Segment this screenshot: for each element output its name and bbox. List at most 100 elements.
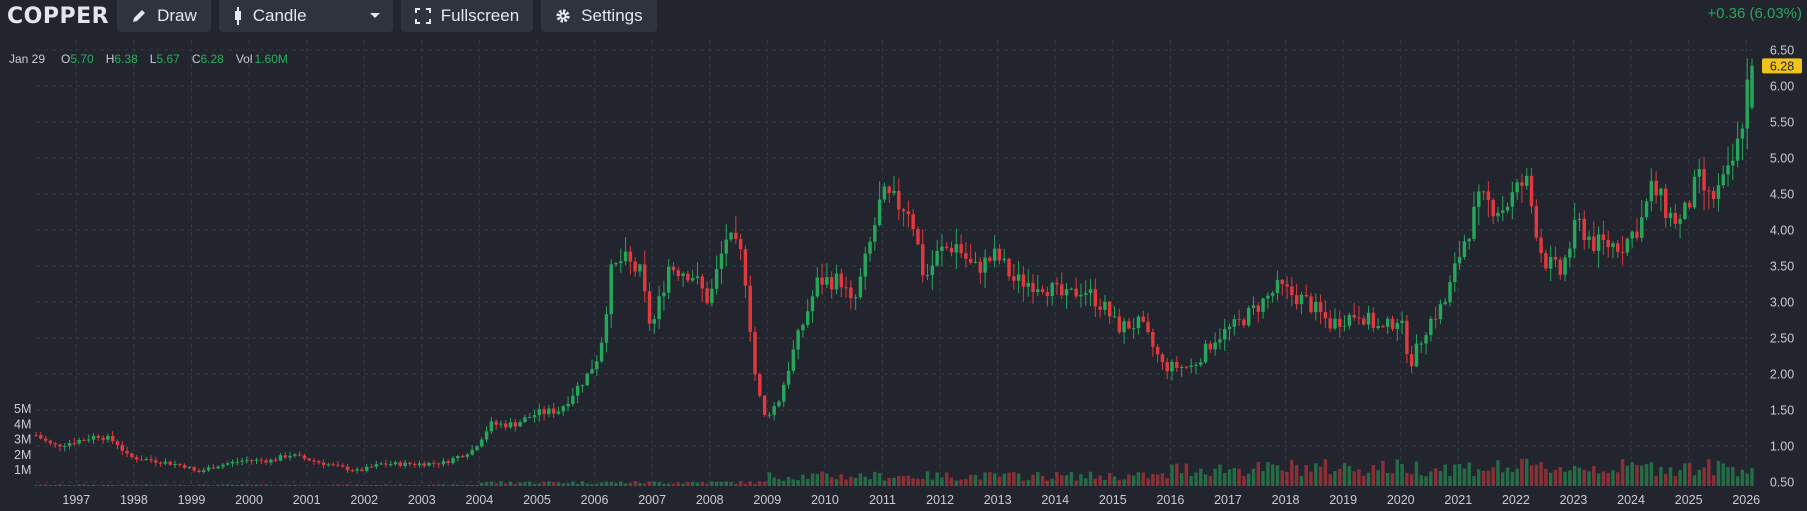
candle-body <box>1314 302 1318 313</box>
volume-bar <box>283 484 287 486</box>
year-tick-label: 2014 <box>1041 493 1069 507</box>
candle-body <box>475 446 479 450</box>
candle-body <box>671 266 676 271</box>
candle-body <box>1060 284 1064 296</box>
candle-body <box>599 342 604 362</box>
volume-bar <box>1261 471 1265 486</box>
candle-body <box>154 460 158 463</box>
candle-body <box>446 461 450 464</box>
volume-tick-label: 5M <box>14 402 31 416</box>
price-tick-label: 4.00 <box>1770 224 1794 238</box>
volume-bar <box>1266 461 1270 486</box>
candle-body <box>456 456 460 459</box>
year-tick-label: 2019 <box>1329 493 1357 507</box>
candle-body <box>1405 320 1409 355</box>
candle-body <box>1572 219 1577 249</box>
candle-body <box>964 253 968 259</box>
candle-body <box>436 463 441 465</box>
volume-bar <box>1040 475 1045 486</box>
volume-bar <box>432 484 436 486</box>
candle-body <box>1697 169 1701 177</box>
draw-button[interactable]: Draw <box>117 0 211 32</box>
volume-bar <box>829 477 834 486</box>
settings-button[interactable]: Settings <box>541 0 657 32</box>
candle-body <box>1654 180 1658 196</box>
volume-bar <box>638 483 642 486</box>
volume-bar <box>1050 478 1054 486</box>
volume-bar <box>1151 474 1155 486</box>
volume-bar <box>906 475 911 486</box>
volume-bar <box>1716 460 1721 486</box>
volume-bar <box>681 483 685 486</box>
legend-vol: 1.60M <box>254 52 288 66</box>
candle-body <box>652 319 657 324</box>
year-tick-label: 2009 <box>753 493 781 507</box>
volume-bar <box>369 484 374 486</box>
volume-bar <box>1103 479 1107 486</box>
volume-bar <box>240 484 244 486</box>
volume-tick-label: 1M <box>14 463 31 477</box>
candle-body <box>139 459 144 461</box>
candle-body <box>623 251 628 262</box>
candle-body <box>571 395 575 404</box>
candle-body <box>1505 206 1510 211</box>
candle-body <box>422 463 426 466</box>
volume-bar <box>489 481 494 486</box>
volume-bar <box>839 474 843 486</box>
chart-type-select[interactable]: Candle <box>218 0 393 32</box>
candle-body <box>1352 314 1356 318</box>
chart-type-label: Candle <box>252 6 307 25</box>
candle-body <box>518 422 522 427</box>
candle-body <box>681 273 685 277</box>
candle-body <box>1251 305 1256 308</box>
volume-bar <box>786 476 791 486</box>
volume-bar <box>254 484 259 486</box>
volume-bar <box>379 485 383 486</box>
candle-body <box>916 229 920 245</box>
last-price-text: 6.28 <box>1770 59 1794 73</box>
candle-body <box>1568 248 1572 258</box>
candle-body <box>293 454 297 456</box>
candle-body <box>1136 316 1141 329</box>
volume-bar <box>1731 466 1735 486</box>
candle-body <box>1433 318 1438 320</box>
volume-bar <box>1117 480 1122 486</box>
candle-body <box>489 421 494 432</box>
candle-body <box>1635 231 1639 238</box>
volume-bar <box>321 485 326 486</box>
candle-body <box>767 414 772 416</box>
volume-bar <box>1189 475 1193 486</box>
candle-body <box>758 374 762 396</box>
candle-body <box>393 462 398 465</box>
volume-bar <box>1548 472 1553 486</box>
candle-body <box>1294 295 1299 305</box>
volume-bar <box>355 484 359 486</box>
volume-bar <box>1309 471 1313 486</box>
candle-body <box>1103 301 1107 310</box>
candle-body <box>384 463 388 465</box>
volume-bar <box>1553 469 1558 486</box>
volume-bar <box>1131 475 1136 486</box>
volume-bar <box>1366 472 1371 486</box>
volume-bar <box>551 482 556 486</box>
candle-body <box>988 257 992 261</box>
volume-bar <box>480 482 484 486</box>
volume-bar <box>269 485 273 486</box>
candle-body <box>1179 366 1184 368</box>
candle-body <box>1745 79 1749 129</box>
candle-body <box>796 330 800 350</box>
volume-bar <box>39 484 43 486</box>
volume-bar <box>441 484 446 486</box>
candle-body <box>125 450 129 454</box>
volume-bar <box>695 482 700 486</box>
fullscreen-button[interactable]: Fullscreen <box>400 0 534 32</box>
legend-close: 6.28 <box>200 52 224 66</box>
volume-bar <box>676 482 681 486</box>
candle-body <box>897 190 901 210</box>
candle-body <box>1055 282 1059 285</box>
candle-body <box>906 211 911 215</box>
candle-body <box>1098 306 1102 310</box>
volume-bar <box>1409 474 1414 486</box>
candle-body <box>892 190 896 194</box>
